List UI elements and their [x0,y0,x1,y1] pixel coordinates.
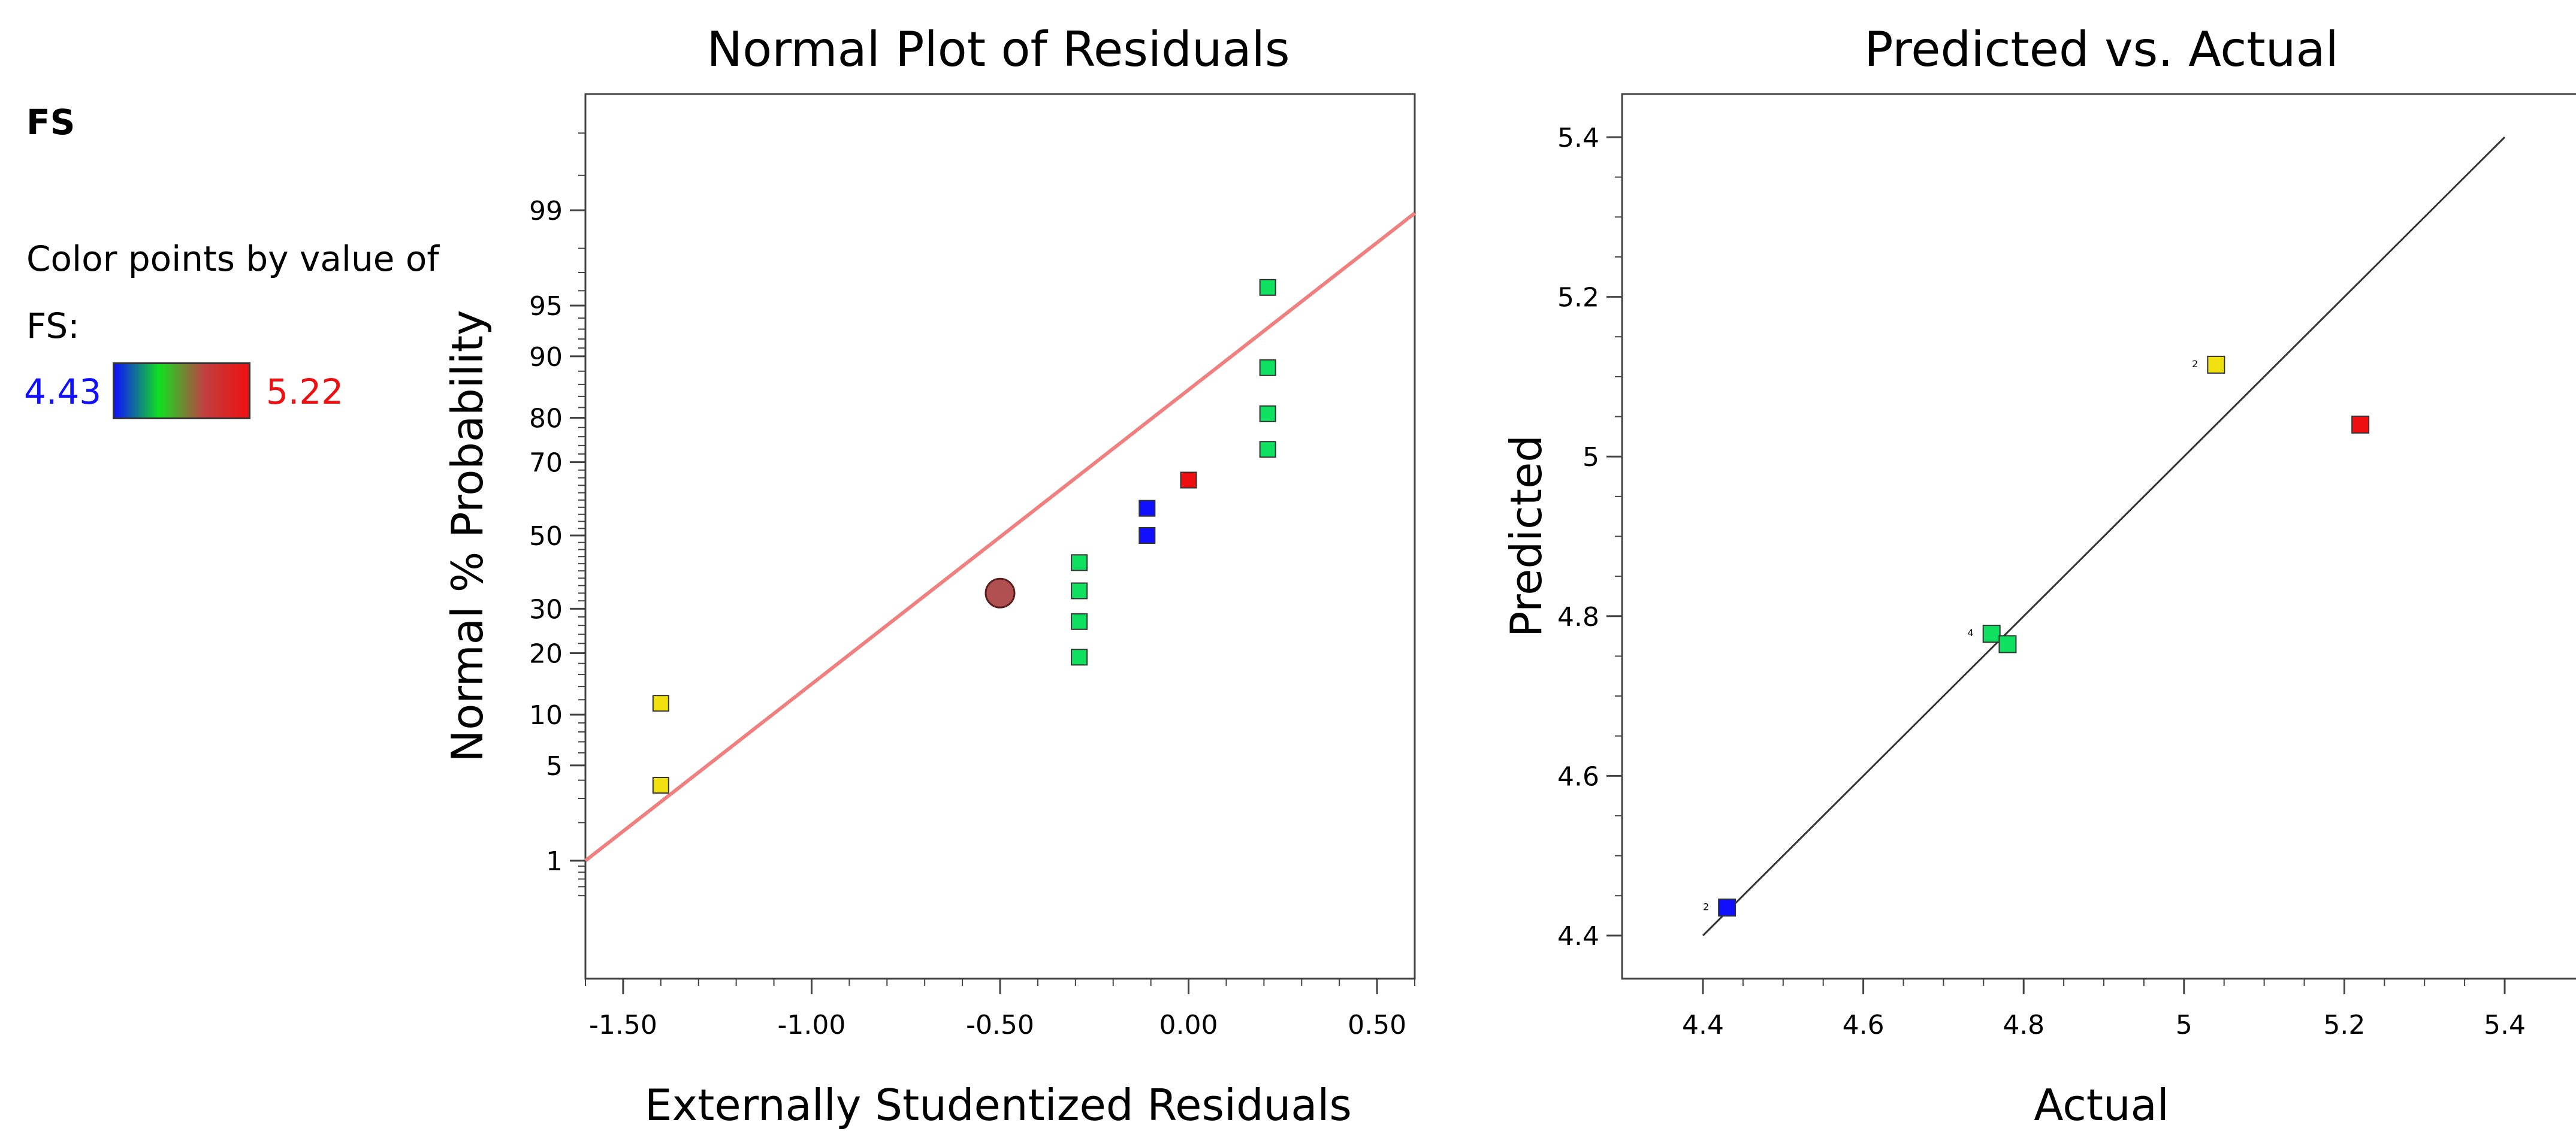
normal-plot-chart: Normal Plot of Residuals 1 5 10 20 30 50 70 80 9… [442,22,1416,1130]
pva-points: 2 4 2 [1703,355,2370,917]
normal-plot-points [652,279,1276,794]
x-tick-label: -1.50 [589,1010,657,1040]
y-tick-label: 10 [529,700,563,731]
color-scale-gradient-bar [113,362,250,419]
x-tick-label: 4.6 [1843,1010,1885,1040]
identity-line [1702,136,2506,937]
pva-x-axis: 4.4 4.6 4.8 5 5.2 5.4 [1682,979,2526,1040]
y-tick-label: 30 [529,594,563,625]
y-tick-label: 20 [529,638,563,669]
residual-point [1259,279,1276,296]
pva-point [1998,635,2017,653]
color-scale-min-label: 4.43 [24,371,102,412]
color-caption-line2: FS: [26,305,80,346]
response-name: FS [26,102,76,143]
x-tick-label: 0.00 [1159,1010,1218,1040]
residual-point [1071,649,1088,666]
pva-point-count-label: 4 [1967,627,1973,638]
residual-point [652,777,669,794]
residual-point [1259,441,1276,458]
x-tick-label: -1.00 [778,1010,846,1040]
normal-plot-title: Normal Plot of Residuals [706,22,1289,77]
x-tick-label: 5.2 [2323,1010,2365,1040]
normal-plot-x-label: Externally Studentized Residuals [645,1080,1352,1130]
y-tick-label: 4.4 [1557,921,1599,952]
color-caption-line1: Color points by value of [26,238,439,279]
residual-point [1071,582,1088,600]
x-tick-label: 5 [2176,1010,2193,1040]
pva-point-count-label: 2 [1703,901,1709,912]
pva-reference-line [1702,136,2506,937]
y-tick-label: 80 [529,404,563,434]
normal-plot-reference-line [584,211,1416,862]
y-tick-label: 5 [546,751,563,782]
predicted-vs-actual-chart: Predicted vs. Actual 4.4 4.6 4.8 5 5.2 5.4 4.… [1501,22,2576,1130]
y-tick-label: 5 [1583,442,1599,473]
y-tick-label: 70 [529,448,563,479]
highlight-point [985,577,1016,609]
pva-x-label: Actual [2034,1080,2169,1130]
normal-plot-y-label: Normal % Probability [442,310,493,762]
y-tick-label: 90 [529,342,563,373]
pva-frame [1621,93,2576,980]
x-tick-label: 0.50 [1348,1010,1406,1040]
residual-point [1259,359,1276,376]
residual-point [1071,613,1088,630]
pva-point [1718,898,1737,917]
y-tick-label: 95 [529,291,563,322]
y-tick-label: 4.6 [1557,761,1599,792]
y-tick-label: 4.8 [1557,602,1599,632]
residual-point [1180,471,1197,489]
x-tick-label: 5.4 [2484,1010,2526,1040]
residual-point [1259,405,1276,422]
residual-point [652,695,669,712]
residual-point [1138,527,1156,544]
y-tick-label: 50 [529,521,563,552]
residual-point [1071,554,1088,571]
pva-point-count-label: 2 [2192,358,2198,370]
pva-point [1982,625,2001,643]
y-tick-label: 5.4 [1557,123,1599,153]
pva-point [2351,415,2370,434]
normal-plot-x-axis: -1.50 -1.00 -0.50 0.00 0.50 [585,979,1415,1040]
pva-title: Predicted vs. Actual [1864,22,2338,77]
y-tick-label: 1 [546,846,563,877]
pva-y-axis: 4.4 4.6 4.8 5 5.2 5.4 [1557,123,1622,952]
y-tick-label: 99 [529,196,563,226]
pva-y-label: Predicted [1501,435,1551,637]
y-tick-label: 5.2 [1557,283,1599,313]
color-scale-max-label: 5.22 [266,371,344,412]
pva-point [2207,355,2225,374]
x-tick-label: 4.8 [2003,1010,2045,1040]
x-tick-label: -0.50 [966,1010,1034,1040]
normal-plot-y-axis: 1 5 10 20 30 50 70 80 90 95 99 [529,132,585,897]
normal-reference-line [584,211,1416,862]
x-tick-label: 4.4 [1682,1010,1724,1040]
residual-point [1138,500,1156,517]
